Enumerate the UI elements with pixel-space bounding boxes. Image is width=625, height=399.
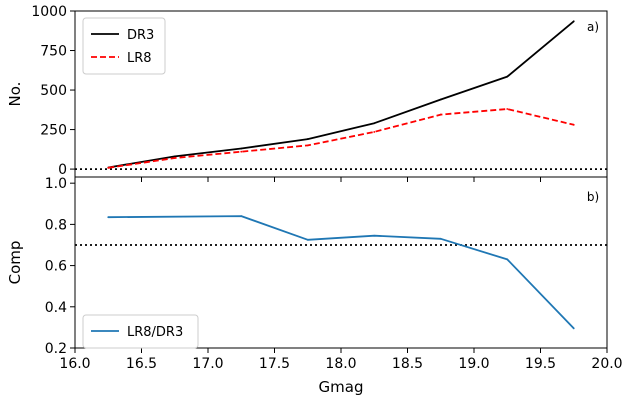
- x-tick-label: 19.5: [525, 356, 556, 372]
- data-point-dr3: [240, 147, 243, 150]
- series-line-lr8: [108, 108, 575, 169]
- panel-a-y-tick-label: 1000: [31, 4, 67, 20]
- data-point-dr3: [572, 20, 575, 23]
- panel-b-tag: b): [587, 190, 599, 204]
- x-tick-label: 19.0: [458, 356, 489, 372]
- data-point-lr8-dr3: [572, 327, 575, 330]
- panel-a: 0 250 500 750 1000 No. a) DR3 LR8: [6, 4, 608, 178]
- data-point-lr8-dr3: [506, 258, 509, 261]
- panel-a-series: [107, 20, 575, 169]
- data-point-lr8-dr3: [107, 216, 110, 219]
- panel-b: 0.2 0.4 0.6 0.8 1.0 16.0 16.5 17.0 17.5 18.0 18.5…: [6, 176, 623, 396]
- panel-b-y-tick-label: 0.2: [45, 341, 67, 357]
- panel-b-legend: LR8/DR3: [82, 314, 199, 349]
- data-point-lr8: [173, 157, 176, 159]
- panel-a-y-tick-label: 250: [40, 123, 67, 139]
- panel-b-legend-box: [82, 314, 199, 349]
- data-point-lr8: [373, 131, 376, 133]
- panel-b-x-ticks: 16.0 16.5 17.0 17.5 18.0 18.5 19.0 19.5 20.0: [59, 177, 623, 372]
- data-point-dr3: [173, 155, 176, 158]
- panel-a-y-tick-label: 750: [40, 44, 67, 60]
- panel-b-y-tick-label: 0.4: [45, 300, 67, 316]
- panel-a-tag: a): [587, 20, 599, 34]
- data-point-lr8-dr3: [306, 238, 309, 241]
- x-tick-label: 16.5: [126, 356, 157, 372]
- data-point-lr8: [240, 150, 243, 153]
- panel-a-legend-box: [82, 17, 166, 75]
- data-point-lr8: [306, 144, 309, 147]
- panel-a-y-tick-label: 0: [58, 162, 67, 178]
- data-point-lr8-dr3: [439, 237, 442, 240]
- x-tick-label: 18.0: [325, 356, 356, 372]
- panel-b-y-tick-label: 1.0: [45, 176, 67, 192]
- data-point-dr3: [306, 138, 309, 140]
- data-point-lr8-dr3: [240, 215, 243, 218]
- panel-b-y-tick-label: 0.8: [45, 217, 67, 233]
- data-point-lr8: [506, 108, 509, 110]
- series-line-dr3: [108, 20, 575, 169]
- panel-b-series: [107, 215, 575, 330]
- data-point-lr8: [439, 113, 442, 116]
- x-tick-label: 18.5: [392, 356, 423, 372]
- panel-b-y-axis-label: Comp: [6, 241, 24, 285]
- data-point-lr8: [572, 123, 575, 126]
- legend-label-dr3: DR3: [127, 28, 154, 43]
- series-line-lr8-dr3: [108, 215, 575, 330]
- data-point-dr3: [439, 98, 442, 101]
- x-tick-label: 17.0: [192, 356, 223, 372]
- panel-a-y-axis-label: No.: [6, 82, 24, 107]
- legend-label-lr8-dr3: LR8/DR3: [127, 325, 183, 340]
- panel-a-y-tick-label: 500: [40, 83, 67, 99]
- x-axis-label: Gmag: [319, 378, 364, 396]
- data-point-dr3: [373, 122, 376, 125]
- panel-a-legend: DR3 LR8: [82, 17, 166, 75]
- panel-b-y-ticks: 0.2 0.4 0.6 0.8 1.0: [45, 176, 75, 357]
- x-tick-label: 16.0: [59, 356, 90, 372]
- data-point-lr8: [107, 166, 110, 169]
- legend-label-lr8: LR8: [127, 51, 152, 66]
- data-point-lr8-dr3: [373, 234, 376, 237]
- x-tick-label: 20.0: [591, 356, 622, 372]
- x-tick-label: 17.5: [259, 356, 290, 372]
- panel-b-y-tick-label: 0.6: [45, 259, 67, 275]
- panel-a-y-ticks: 0 250 500 750 1000: [31, 4, 75, 178]
- data-point-dr3: [506, 75, 509, 78]
